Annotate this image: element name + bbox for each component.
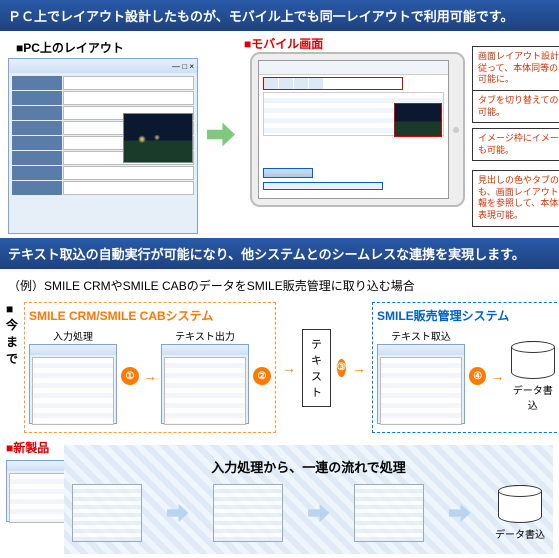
text-file-node: テキスト xyxy=(302,329,331,407)
system-box-crm: SMILE CRM/SMILE CABシステム 入力処理 ① → テキスト出力 … xyxy=(24,302,276,433)
mini-window-input xyxy=(29,344,117,424)
system1-title: SMILE CRM/SMILE CABシステム xyxy=(29,307,271,324)
flow-arrow-icon: → xyxy=(143,368,157,384)
db-write-label: データ書込 xyxy=(495,526,545,541)
banner-layout: ＰＣ上でレイアウト設計したものが、モバイル上でも同一レイアウトで利用可能です。 xyxy=(0,0,559,31)
system2-title: SMILE販売管理システム xyxy=(377,307,557,324)
pc-embedded-image xyxy=(123,113,193,163)
db-write-label: データ書込 xyxy=(508,382,557,412)
callout-image: イメージ枠にイメージ表示も可能。 xyxy=(472,128,559,161)
arrow-right-icon xyxy=(207,123,235,147)
step-3-badge: ③ xyxy=(337,359,346,377)
ghost-arrow-icon xyxy=(167,504,189,522)
tablet-toolbar xyxy=(259,61,448,75)
arrow-column xyxy=(206,35,236,234)
legacy-flow-right: テキスト取込 ④ → データ書込 xyxy=(377,328,557,424)
legacy-flow-left: 入力処理 ① → テキスト出力 ② xyxy=(29,328,271,424)
col-label-input: 入力処理 xyxy=(53,328,93,343)
pc-window-mock: — □ × xyxy=(8,58,198,234)
tablet-bottom-tabs-highlight xyxy=(263,182,383,190)
tablet-image-highlight xyxy=(394,103,442,137)
mini-window-import xyxy=(377,344,465,424)
flow-arrow-icon: → xyxy=(352,360,366,376)
flow-arrow-icon: → xyxy=(282,360,296,376)
database-icon xyxy=(511,341,555,379)
window-titlebar: — □ × xyxy=(9,59,197,73)
unified-flow-title: 入力処理から、一連の流れで処理 xyxy=(72,457,545,476)
mobile-column: モバイル画面 画面レイアウト設計情報に従って、本体同等の表現が可能に。 タブを切… xyxy=(244,35,551,234)
col-label-import: テキスト取込 xyxy=(391,328,451,343)
ghost-arrow-icon xyxy=(308,504,330,522)
ghost-window xyxy=(213,484,283,542)
mini-window-export xyxy=(161,344,249,424)
diagram-area: 今まで SMILE CRM/SMILE CABシステム 入力処理 ① → テキス… xyxy=(0,298,559,558)
tablet-screen xyxy=(258,60,449,199)
window-body xyxy=(9,73,197,233)
tablet-heading-highlight xyxy=(263,168,313,178)
callout-colors: 見出しの色やタブの背景色も、画面レイアウト設計情報を参照して、本体準拠で表現可能… xyxy=(472,170,559,227)
example-heading: （例）SMILE CRMやSMILE CABのデータをSMILE販売管理に取り込… xyxy=(0,269,559,298)
tablet-mock xyxy=(250,52,465,207)
row-legacy-label: 今まで xyxy=(6,302,18,367)
ghost-window xyxy=(354,484,424,542)
step-4-badge: ④ xyxy=(469,367,486,385)
banner-text-import: テキスト取込の自動実行が可能になり、他システムとのシームレスな連携を実現します。 xyxy=(0,238,559,269)
database-icon xyxy=(498,485,542,523)
callout-layout-info: 画面レイアウト設計情報に従って、本体同等の表現が可能に。 xyxy=(472,46,559,91)
flow-arrow-icon: → xyxy=(490,368,504,384)
tablet-tabs-highlight xyxy=(263,77,403,90)
ghost-window xyxy=(72,484,142,542)
step-1-badge: ① xyxy=(121,367,139,385)
step-2-badge: ② xyxy=(253,367,271,385)
top-row: PC上のレイアウト — □ × xyxy=(0,31,559,238)
row-new-label: 新製品 xyxy=(6,439,58,456)
col-label-export: テキスト出力 xyxy=(175,328,235,343)
system-box-sales: SMILE販売管理システム テキスト取込 ④ → データ書込 xyxy=(372,302,559,433)
ghost-arrow-icon xyxy=(449,504,471,522)
pc-column: PC上のレイアウト — □ × xyxy=(8,35,198,234)
callout-tabs: タブを切り替えての入力も可能。 xyxy=(472,90,559,123)
ghost-flow-row: データ書込 xyxy=(72,484,545,542)
pc-layout-label: PC上のレイアウト xyxy=(8,35,198,58)
